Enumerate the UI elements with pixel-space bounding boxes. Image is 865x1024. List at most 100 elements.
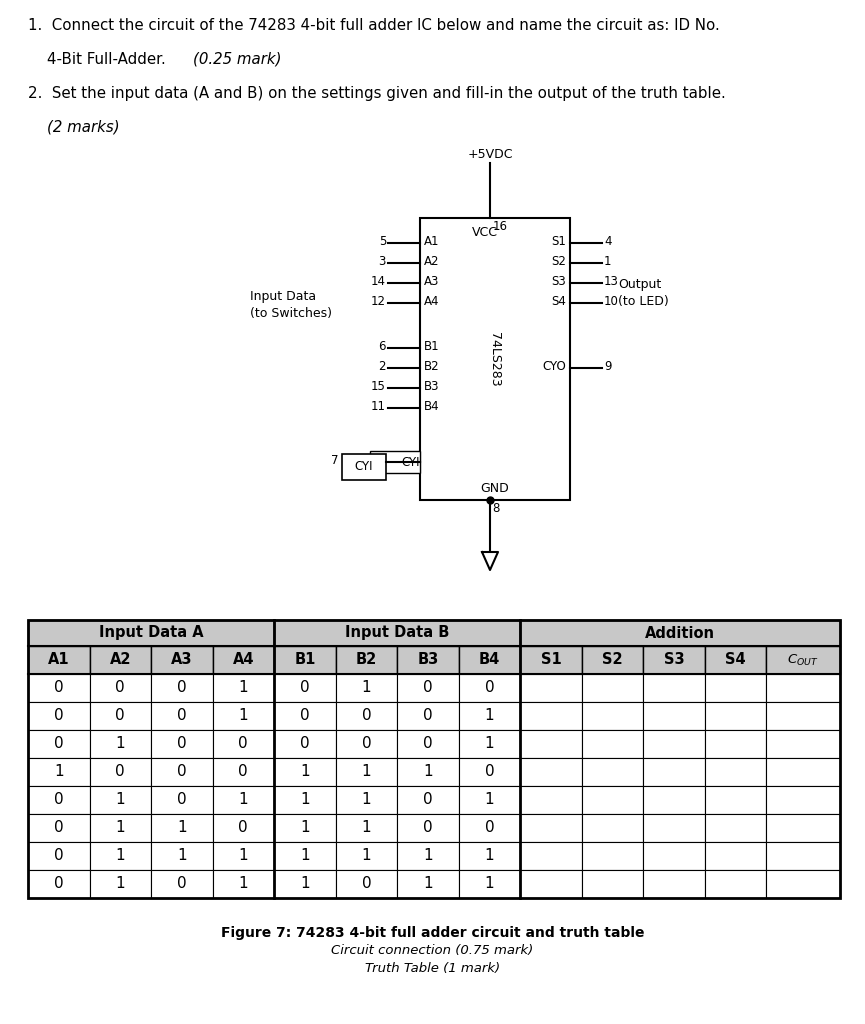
Bar (151, 702, 213, 730)
Bar (28, 758, 89, 786)
Bar (705, 646, 766, 674)
Text: 0: 0 (177, 709, 187, 724)
Bar (581, 842, 644, 870)
Bar (644, 674, 705, 702)
Bar (705, 870, 766, 898)
Text: 0: 0 (300, 736, 310, 752)
Bar (151, 758, 213, 786)
Bar (644, 786, 705, 814)
Text: 8: 8 (492, 502, 499, 515)
Text: 0: 0 (115, 709, 125, 724)
Bar (213, 814, 274, 842)
Text: Output: Output (618, 278, 661, 291)
Bar (151, 814, 213, 842)
Text: 1: 1 (239, 709, 248, 724)
Text: 1: 1 (115, 877, 125, 892)
Text: Addition: Addition (645, 626, 715, 640)
Text: S3: S3 (663, 652, 684, 668)
Bar (397, 786, 458, 814)
Text: 12: 12 (371, 295, 386, 308)
Text: (to LED): (to LED) (618, 295, 669, 308)
Bar (520, 730, 581, 758)
Text: 0: 0 (115, 765, 125, 779)
Text: 2: 2 (379, 360, 386, 373)
Bar (458, 730, 520, 758)
Bar (213, 758, 274, 786)
Text: B2: B2 (356, 652, 377, 668)
Text: A3: A3 (424, 275, 439, 288)
Text: 15: 15 (371, 380, 386, 393)
Bar (274, 620, 520, 646)
Text: S1: S1 (551, 234, 566, 248)
Bar (274, 842, 336, 870)
Bar (581, 758, 644, 786)
Text: 1: 1 (604, 255, 612, 268)
Bar (644, 842, 705, 870)
Text: 0: 0 (54, 793, 63, 808)
Bar (274, 730, 336, 758)
Bar (766, 786, 840, 814)
Bar (89, 730, 151, 758)
Text: 6: 6 (379, 340, 386, 353)
Bar (766, 674, 840, 702)
Bar (766, 842, 840, 870)
Bar (336, 842, 397, 870)
Bar (28, 730, 89, 758)
Bar (458, 646, 520, 674)
Text: 0: 0 (300, 681, 310, 695)
Text: 1: 1 (300, 765, 310, 779)
Bar (342, 454, 386, 480)
Bar (89, 758, 151, 786)
Bar (89, 646, 151, 674)
Bar (397, 842, 458, 870)
Bar (705, 674, 766, 702)
Text: 13: 13 (604, 275, 618, 288)
Text: 1: 1 (115, 736, 125, 752)
Text: GND: GND (481, 482, 509, 495)
Text: 2.  Set the input data (A and B) on the settings given and fill-in the output of: 2. Set the input data (A and B) on the s… (28, 86, 726, 101)
Bar (458, 702, 520, 730)
Text: CYI: CYI (401, 456, 420, 469)
Bar (397, 646, 458, 674)
Text: 0: 0 (362, 877, 371, 892)
Text: B3: B3 (424, 380, 439, 393)
Bar (89, 702, 151, 730)
Text: 10: 10 (604, 295, 618, 308)
Bar (336, 674, 397, 702)
Text: Input Data: Input Data (250, 290, 316, 303)
Bar (397, 702, 458, 730)
Text: Truth Table (1 mark): Truth Table (1 mark) (365, 962, 500, 975)
Text: 7: 7 (360, 454, 367, 467)
Text: 74LS283: 74LS283 (489, 332, 502, 386)
Text: 7: 7 (331, 454, 339, 467)
Bar (766, 758, 840, 786)
Bar (336, 730, 397, 758)
Bar (581, 870, 644, 898)
Bar (520, 702, 581, 730)
Bar (397, 870, 458, 898)
Bar (89, 842, 151, 870)
Bar (89, 786, 151, 814)
Bar (151, 842, 213, 870)
Bar (213, 786, 274, 814)
Text: A2: A2 (424, 255, 439, 268)
Text: S4: S4 (551, 295, 566, 308)
Text: 4: 4 (604, 234, 612, 248)
Text: 0: 0 (177, 736, 187, 752)
Bar (581, 674, 644, 702)
Bar (151, 674, 213, 702)
Text: S4: S4 (725, 652, 746, 668)
Text: 1: 1 (239, 877, 248, 892)
Text: 1: 1 (115, 793, 125, 808)
Text: 1: 1 (423, 849, 432, 863)
Bar (581, 730, 644, 758)
Bar (458, 758, 520, 786)
Text: 9: 9 (604, 360, 612, 373)
Bar (644, 870, 705, 898)
Bar (151, 730, 213, 758)
Bar (520, 758, 581, 786)
Bar (766, 730, 840, 758)
Text: S3: S3 (551, 275, 566, 288)
Bar (581, 786, 644, 814)
Bar (644, 814, 705, 842)
